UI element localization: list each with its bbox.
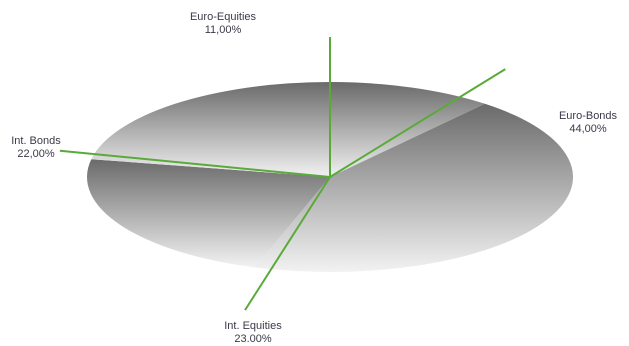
slice-divider-int-equities — [244, 176, 331, 311]
slice-name: Euro-Bonds — [558, 110, 618, 122]
slice-name: Euro-Equities — [189, 11, 257, 23]
slice-name: Int. Bonds — [11, 135, 61, 147]
pie-slice-euro-bonds — [254, 103, 574, 272]
slice-label-euro-bonds: Euro-Bonds 44,00% — [548, 110, 628, 136]
pie-dividers — [59, 37, 506, 311]
slice-label-int-equities: Int. Equities 23.00% — [198, 320, 308, 346]
slice-value: 23.00% — [234, 333, 272, 345]
slice-name: Int. Equities — [224, 320, 282, 332]
pie-slice-int-bonds — [91, 82, 330, 177]
slice-value: 44,00% — [569, 123, 607, 135]
slice-divider-euro-bonds — [329, 68, 506, 178]
slice-label-euro-equities: Euro-Equities 11,00% — [168, 11, 278, 37]
slice-divider-int-bonds — [59, 149, 331, 178]
slice-value: 22,00% — [17, 148, 55, 160]
slice-label-int-bonds: Int. Bonds 22,00% — [0, 135, 72, 161]
slice-value: 11,00% — [204, 24, 242, 36]
pie-slice-int-equities — [86, 159, 330, 268]
